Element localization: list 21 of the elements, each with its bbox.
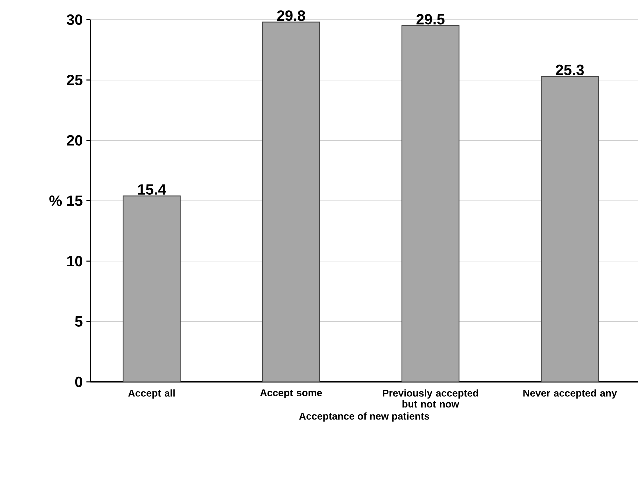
bar <box>541 76 600 382</box>
bar <box>402 25 460 382</box>
y-tick-label: 10 <box>68 256 83 267</box>
data-label: 29.5 <box>416 14 445 25</box>
data-label: 25.3 <box>556 64 584 76</box>
data-label: 15.4 <box>138 184 166 195</box>
x-tick-label: Accept all <box>128 390 175 399</box>
y-tick-label: 5 <box>75 316 83 327</box>
x-axis-title: Acceptance of new patients <box>299 412 430 422</box>
y-tick-label: 20 <box>67 135 83 146</box>
y-tick-label: 30 <box>66 14 83 26</box>
y-tick-label: 0 <box>75 376 83 388</box>
y-tick-label: 15 <box>68 196 83 206</box>
y-tick-label: 25 <box>67 74 83 86</box>
data-label: 29.8 <box>277 10 306 22</box>
x-tick-label: Previously accepted but not now <box>383 390 478 408</box>
bar <box>122 196 181 382</box>
x-tick-label: Accept some <box>260 390 322 398</box>
x-tick-label: Never accepted any <box>524 390 618 399</box>
bar <box>262 22 320 382</box>
y-axis-title: % <box>50 196 62 206</box>
